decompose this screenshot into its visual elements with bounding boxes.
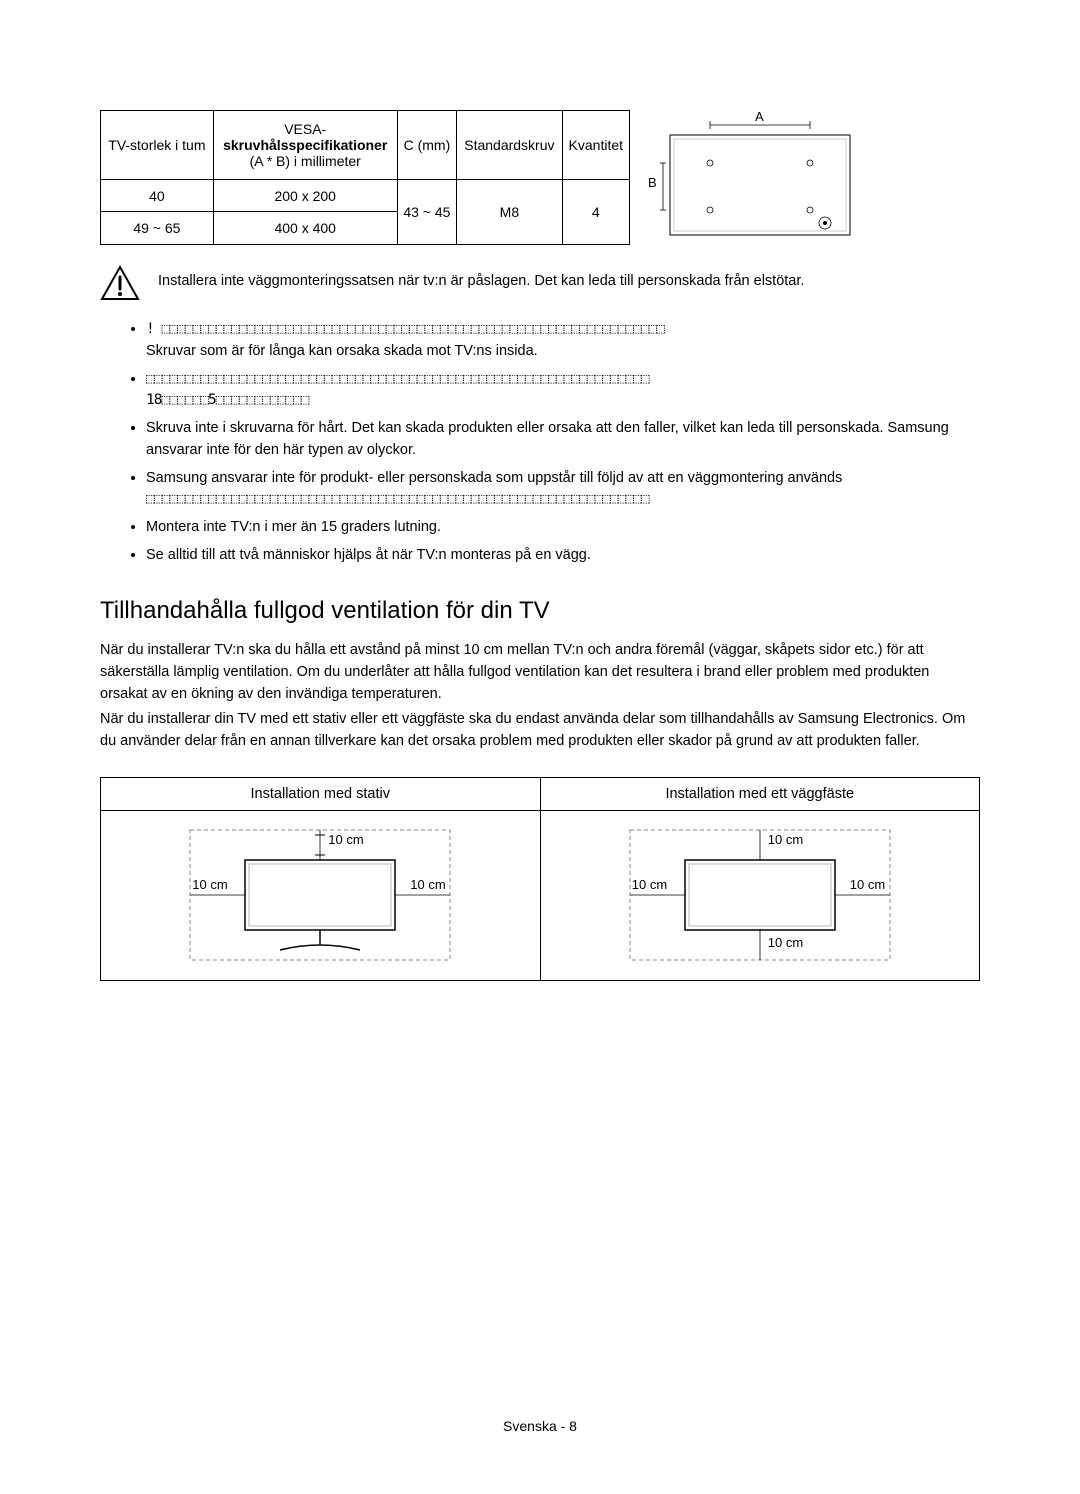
cell-vesa: 200 x 200 [213,179,397,212]
cell-size: 49 ~ 65 [101,212,214,245]
header-text: C (mm) [404,137,451,153]
clearance-label: 10 cm [192,877,227,892]
header-text: Standardskruv [464,137,554,153]
bullet-text: Se alltid till att två människor hjälps … [146,547,591,563]
table-row: 10 cm 10 cm 10 cm [101,810,980,980]
garbled-text: ⬚⬚⬚⬚⬚⬚⬚⬚⬚⬚⬚⬚⬚⬚⬚⬚⬚⬚⬚⬚⬚⬚⬚⬚⬚⬚⬚⬚⬚⬚⬚⬚⬚⬚⬚⬚⬚⬚⬚⬚… [146,371,648,387]
bullet-text: Samsung ansvarar inte för produkt- eller… [146,470,842,486]
cell-vesa: 400 x 400 [213,212,397,245]
paragraph: När du installerar din TV med ett stativ… [100,708,980,753]
clearance-label: 10 cm [410,877,445,892]
paragraph: När du installerar TV:n ska du hålla ett… [100,639,980,706]
install-table: Installation med stativ Installation med… [100,777,980,981]
col-vesa: VESA- skruvhålsspecifikationer (A * B) i… [213,111,397,180]
wall-svg [590,825,930,965]
table-row: Installation med stativ Installation med… [101,777,980,810]
clearance-diagram-stand: 10 cm 10 cm 10 cm [150,825,490,965]
cell-qty: 4 [562,179,629,244]
clearance-diagram-wall: 10 cm 10 cm 10 cm 10 cm [590,825,930,965]
spec-row: TV-storlek i tum VESA- skruvhålsspecifik… [100,110,980,245]
header-line: (A * B) i millimeter [218,153,393,169]
spec-table: TV-storlek i tum VESA- skruvhålsspecifik… [100,110,630,245]
install-header-wall: Installation med ett väggfäste [540,777,980,810]
clearance-label: 10 cm [768,832,803,847]
cell-screw: M8 [457,179,562,244]
col-qty: Kvantitet [562,111,629,180]
tv-back-diagram-container: A B [630,110,980,245]
list-item: ⬚⬚⬚⬚⬚⬚⬚⬚⬚⬚⬚⬚⬚⬚⬚⬚⬚⬚⬚⬚⬚⬚⬚⬚⬚⬚⬚⬚⬚⬚⬚⬚⬚⬚⬚⬚⬚⬚⬚⬚… [146,369,980,413]
diagram-stand-cell: 10 cm 10 cm 10 cm [101,810,541,980]
bullet-text: Skruvar som är för långa kan orsaka skad… [146,343,538,359]
stand-svg [150,825,490,965]
bullet-text: Skruva inte i skruvarna för hårt. Det ka… [146,420,949,458]
col-screw: Standardskruv [457,111,562,180]
bullet-text: Montera inte TV:n i mer än 15 graders lu… [146,519,441,535]
list-item: ! ⬚⬚⬚⬚⬚⬚⬚⬚⬚⬚⬚⬚⬚⬚⬚⬚⬚⬚⬚⬚⬚⬚⬚⬚⬚⬚⬚⬚⬚⬚⬚⬚⬚⬚⬚⬚⬚⬚… [146,319,980,363]
tv-back-diagram: A B [660,115,860,245]
table-row: TV-storlek i tum VESA- skruvhålsspecifik… [101,111,630,180]
header-line: skruvhålsspecifikationer [218,137,393,153]
diagram-label-b: B [648,175,657,190]
header-line: VESA- [218,121,393,137]
list-item: Se alltid till att två människor hjälps … [146,545,980,567]
bullet-list: ! ⬚⬚⬚⬚⬚⬚⬚⬚⬚⬚⬚⬚⬚⬚⬚⬚⬚⬚⬚⬚⬚⬚⬚⬚⬚⬚⬚⬚⬚⬚⬚⬚⬚⬚⬚⬚⬚⬚… [128,319,980,567]
garbled-text: ⬚⬚⬚⬚⬚⬚⬚⬚⬚⬚⬚⬚⬚⬚⬚⬚⬚⬚⬚⬚⬚⬚⬚⬚⬚⬚⬚⬚⬚⬚⬚⬚⬚⬚⬚⬚⬚⬚⬚⬚… [146,491,648,507]
garbled-text: 18⬚⬚⬚⬚⬚⬚5⬚⬚⬚⬚⬚⬚⬚⬚⬚⬚⬚⬚ [146,392,308,408]
warning-text: Installera inte väggmonteringssatsen när… [158,265,980,289]
warning-row: Installera inte väggmonteringssatsen när… [100,265,980,301]
header-text: Kvantitet [569,137,623,153]
clearance-label: 10 cm [850,877,885,892]
clearance-label: 10 cm [632,877,667,892]
table-row: 40 200 x 200 43 ~ 45 M8 4 [101,179,630,212]
diagram-label-a: A [755,109,764,124]
list-item: Skruva inte i skruvarna för hårt. Det ka… [146,418,980,462]
section-heading: Tillhandahålla fullgod ventilation för d… [100,597,980,625]
list-item: Samsung ansvarar inte för produkt- eller… [146,468,980,512]
warning-icon [100,265,140,301]
garbled-text: ! ⬚⬚⬚⬚⬚⬚⬚⬚⬚⬚⬚⬚⬚⬚⬚⬚⬚⬚⬚⬚⬚⬚⬚⬚⬚⬚⬚⬚⬚⬚⬚⬚⬚⬚⬚⬚⬚⬚… [146,321,664,337]
page-footer: Svenska - 8 [0,1418,1080,1434]
clearance-label: 10 cm [328,832,363,847]
col-c: C (mm) [397,111,457,180]
diagram-wall-cell: 10 cm 10 cm 10 cm 10 cm [540,810,980,980]
tv-back-svg [660,115,870,250]
install-header-stand: Installation med stativ [101,777,541,810]
header-text: TV-storlek i tum [108,137,205,153]
cell-c: 43 ~ 45 [397,179,457,244]
cell-size: 40 [101,179,214,212]
col-tv-size: TV-storlek i tum [101,111,214,180]
clearance-label: 10 cm [768,935,803,950]
list-item: Montera inte TV:n i mer än 15 graders lu… [146,517,980,539]
